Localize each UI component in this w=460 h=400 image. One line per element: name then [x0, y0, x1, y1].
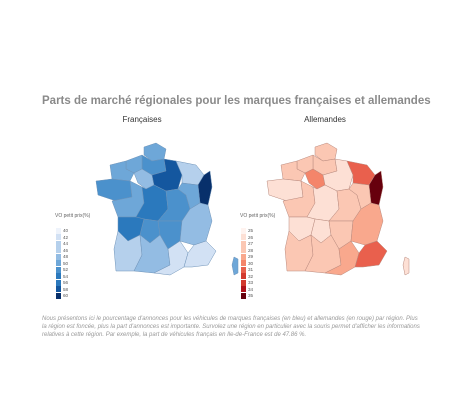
region-rh-ne-alpes[interactable] [179, 202, 213, 246]
legend-title-allemandes: VO petit prix(%) [240, 213, 276, 219]
legend-item: 35 [241, 292, 253, 299]
region-bretagne[interactable] [266, 178, 304, 202]
map-allemandes [266, 142, 410, 276]
legend-tick-label: 29 [248, 254, 254, 259]
legend-item: 33 [241, 279, 253, 286]
legend-item: 26 [241, 234, 253, 241]
region-bretagne[interactable] [95, 178, 133, 202]
legend-tick-label: 54 [63, 273, 69, 279]
legend-tick-label: 33 [248, 280, 254, 285]
legend-tick-label: 32 [248, 273, 254, 279]
map-title-allemandes: Allemandes [304, 115, 346, 124]
legend-item: 48 [56, 253, 68, 260]
legend-swatch [56, 266, 61, 273]
chart-caption: Nous présentons ici le pourcentage d'ann… [42, 316, 420, 338]
region-provence-alpes-c-te-d-azur[interactable] [183, 240, 217, 268]
legend-tick-label: 58 [63, 286, 69, 292]
legend-item: 29 [241, 253, 253, 260]
legend-tick-label: 60 [63, 293, 69, 298]
region-corse[interactable] [402, 256, 410, 276]
legend-item: 30 [241, 260, 253, 267]
map-title-francaises: Françaises [122, 115, 162, 124]
legend-item: 58 [56, 286, 68, 293]
legend-item: 34 [241, 286, 253, 293]
legend-item: 56 [56, 279, 68, 286]
legend-swatch [241, 273, 246, 279]
legend-item: 54 [56, 273, 68, 280]
legend-tick-label: 25 [248, 228, 254, 233]
legend-item: 28 [241, 247, 253, 254]
legend-tick-label: 46 [63, 247, 69, 253]
region-languedoc-roussillon[interactable] [153, 240, 189, 276]
legend-tick-label: 50 [63, 260, 69, 266]
legend-item: 25 [241, 227, 253, 234]
legend-tick-label: 35 [248, 293, 254, 298]
legend-tick-label: 30 [248, 260, 254, 266]
legend-item: 32 [241, 273, 253, 280]
legend-tick-label: 28 [248, 247, 254, 253]
legend-tick-label: 52 [63, 267, 69, 272]
region-corse[interactable] [231, 256, 239, 276]
region-provence-alpes-c-te-d-azur[interactable] [354, 240, 388, 268]
legend-tick-label: 56 [63, 280, 69, 285]
legend-swatch [56, 292, 61, 299]
legend-title-francaises: VO petit prix(%) [55, 213, 91, 219]
legend-swatch [56, 240, 61, 247]
legend-swatch [241, 286, 246, 292]
legend-swatch [56, 279, 61, 286]
legend-swatch [241, 266, 246, 273]
legend-item: 42 [56, 234, 68, 241]
legend-tick-label: 31 [248, 267, 254, 272]
legend-item: 52 [56, 266, 68, 273]
legend-swatch [241, 227, 246, 234]
legend-tick-label: 34 [248, 286, 254, 292]
legend-item: 60 [56, 292, 68, 299]
legend-tick-label: 40 [63, 228, 69, 233]
legend-swatch [56, 286, 61, 292]
legend-tick-label: 48 [63, 254, 69, 259]
legend-swatch [56, 273, 61, 279]
legend-item: 31 [241, 266, 253, 273]
legend-swatch [241, 240, 246, 247]
legend-item: 46 [56, 247, 68, 254]
legend-item: 27 [241, 240, 253, 247]
legend-swatch [241, 247, 246, 253]
legend-item: 40 [56, 227, 68, 234]
legend-swatch [56, 260, 61, 266]
legend-swatch [241, 279, 246, 286]
map-francaises [95, 142, 239, 276]
legend-tick-label: 42 [63, 234, 69, 240]
legend-tick-label: 44 [63, 241, 69, 246]
legend-swatch [56, 253, 61, 260]
legend-tick-label: 27 [248, 241, 254, 246]
legend-swatch [241, 253, 246, 260]
legend-swatch [241, 234, 246, 240]
legend-swatch [56, 234, 61, 240]
legend-tick-label: 26 [248, 234, 254, 240]
region-rh-ne-alpes[interactable] [350, 202, 384, 246]
chart-title: Parts de marché régionales pour les marq… [42, 95, 431, 107]
legend-swatch [241, 292, 246, 299]
legend-item: 44 [56, 240, 68, 247]
legend-swatch [56, 227, 61, 234]
legend-swatch [241, 260, 246, 266]
legend-swatch [56, 247, 61, 253]
region-languedoc-roussillon[interactable] [324, 240, 360, 276]
legend-item: 50 [56, 260, 68, 267]
